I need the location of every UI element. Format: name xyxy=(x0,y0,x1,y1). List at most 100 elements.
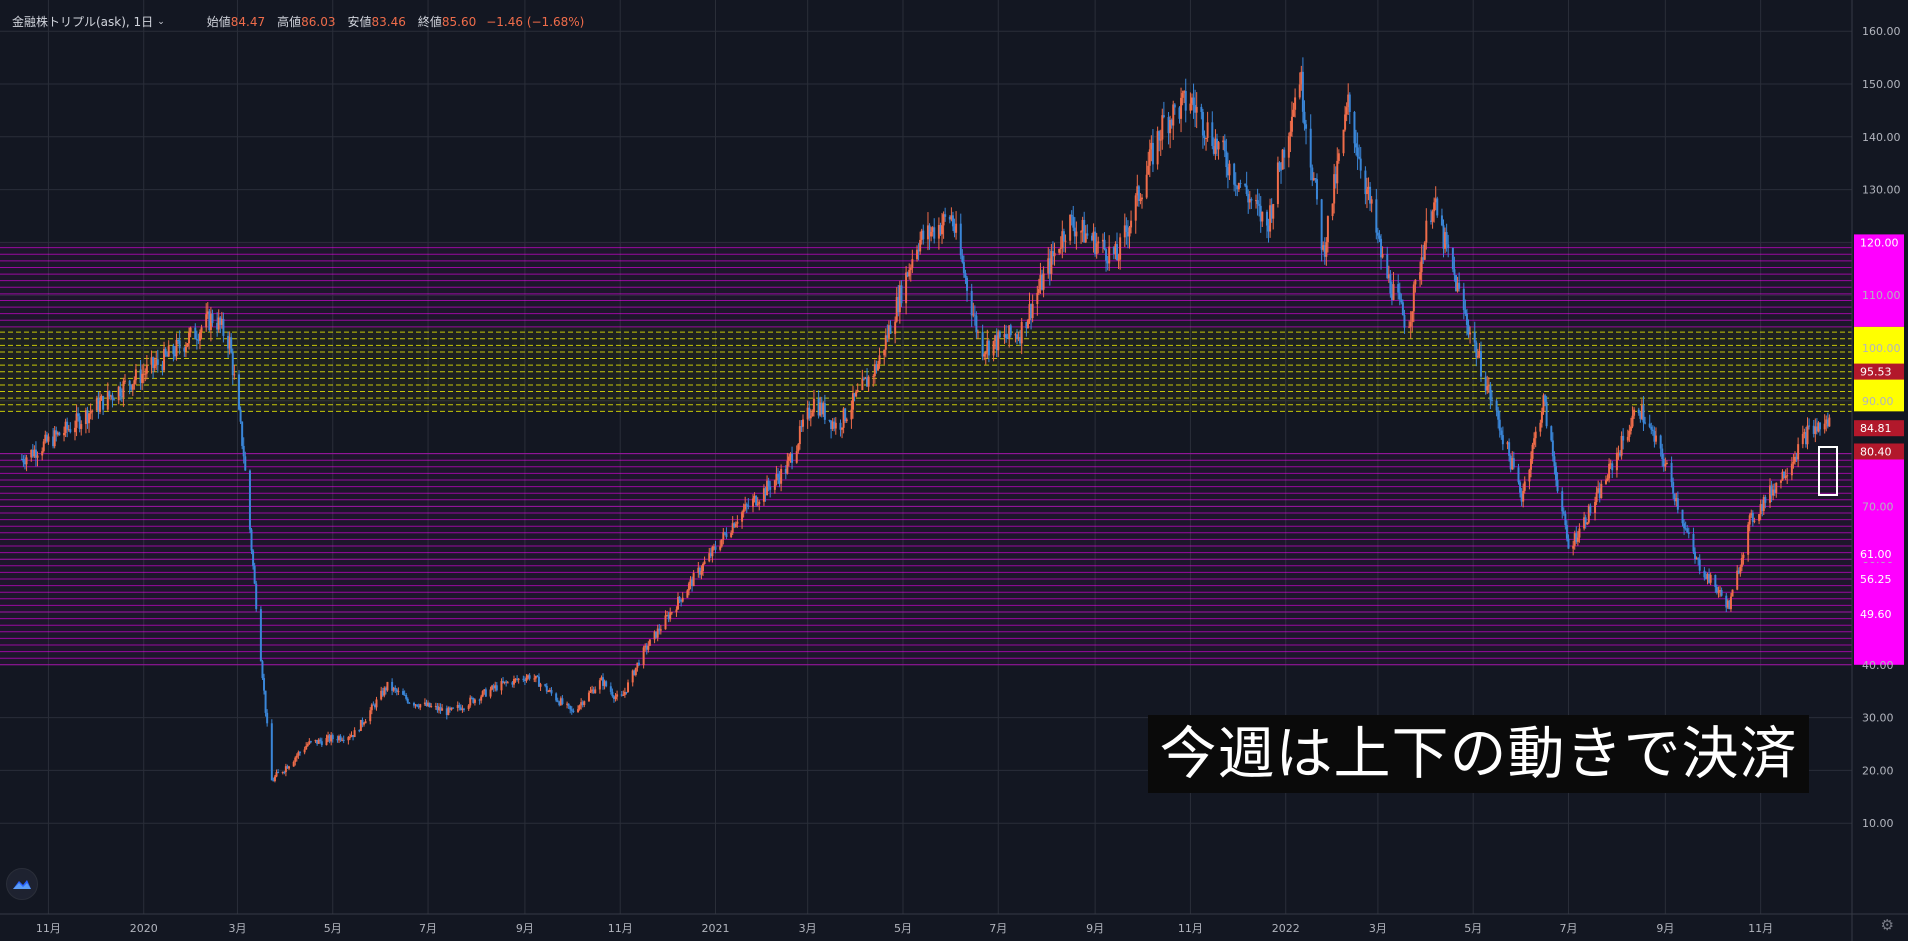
x-tick-label: 3月 xyxy=(1369,922,1387,935)
candle-body xyxy=(853,393,856,397)
gear-icon[interactable]: ⚙ xyxy=(1880,916,1894,934)
candle-body xyxy=(801,419,804,427)
candle-body xyxy=(577,709,580,712)
candle-body xyxy=(1070,214,1073,217)
candle-body xyxy=(391,681,394,691)
candle-body xyxy=(798,426,801,445)
candle-body xyxy=(64,421,67,433)
candle-body xyxy=(983,354,986,357)
candle-body xyxy=(1150,142,1153,150)
candle-body xyxy=(906,272,909,277)
candle-body xyxy=(747,505,750,507)
candle-body xyxy=(1170,119,1173,126)
symbol-label[interactable]: 金融株トリプル(ask), 1日 xyxy=(12,15,154,29)
candle-body xyxy=(916,249,919,260)
candle-body xyxy=(709,553,712,557)
candle-body xyxy=(616,694,619,697)
candle-body xyxy=(325,737,328,746)
candle-body xyxy=(1517,467,1520,483)
candle-body xyxy=(664,615,667,630)
candle-body xyxy=(1670,462,1673,483)
high-label: 高値 xyxy=(277,15,302,29)
candle-body xyxy=(686,590,689,598)
tradingview-logo-icon[interactable] xyxy=(6,868,38,900)
candle-body xyxy=(719,546,722,550)
candle-body xyxy=(369,710,372,722)
candle-body xyxy=(1736,570,1739,590)
candle-body xyxy=(1169,119,1172,134)
candle-body xyxy=(773,480,776,490)
candle-body xyxy=(1205,137,1208,139)
candle-body xyxy=(102,395,105,410)
candle-body xyxy=(1511,458,1514,470)
candle-body xyxy=(1389,274,1392,294)
candle-body xyxy=(1431,211,1434,222)
candle-body xyxy=(1484,376,1487,391)
chevron-down-icon[interactable]: ⌄ xyxy=(157,16,165,27)
candle-body xyxy=(647,645,650,650)
candle-body xyxy=(559,698,562,706)
candle-body xyxy=(30,449,33,458)
candle-body xyxy=(1419,272,1422,280)
candle-body xyxy=(708,553,711,562)
candle-body xyxy=(1653,431,1656,442)
candle-body xyxy=(175,339,178,357)
candle-body xyxy=(178,340,181,349)
candle-body xyxy=(1551,440,1554,457)
candle-body xyxy=(995,335,998,351)
candle-body xyxy=(1028,304,1031,321)
candle-body xyxy=(183,348,186,352)
candle-body xyxy=(677,596,680,610)
candle-body xyxy=(1058,248,1061,253)
candle-body xyxy=(723,532,726,534)
candle-body xyxy=(844,408,847,422)
candle-body xyxy=(80,424,83,429)
candle-body xyxy=(1108,246,1111,264)
candle-body xyxy=(820,402,823,415)
candle-body xyxy=(416,704,419,707)
candle-body xyxy=(97,398,100,412)
candle-body xyxy=(1245,185,1248,194)
candle-body xyxy=(572,710,575,712)
candle-body xyxy=(1770,485,1773,496)
candle-body xyxy=(264,690,267,713)
price-label: 56.25 xyxy=(1860,573,1892,586)
y-tick-label: 20.00 xyxy=(1862,764,1894,777)
price-label: 120.00 xyxy=(1860,236,1899,249)
candle-body xyxy=(139,369,142,383)
candle-body xyxy=(73,427,76,433)
x-tick-label: 9月 xyxy=(1086,922,1104,935)
candle-body xyxy=(603,681,606,686)
candle-body xyxy=(467,705,470,710)
candle-body xyxy=(720,539,723,547)
candle-body xyxy=(539,684,542,687)
candle-body xyxy=(1345,107,1348,115)
candle-body xyxy=(1473,332,1476,343)
candle-body xyxy=(1420,257,1423,273)
candle-body xyxy=(766,480,769,496)
y-tick-label: 110.00 xyxy=(1862,289,1901,302)
candle-body xyxy=(317,739,320,744)
candle-body xyxy=(1211,122,1214,146)
price-label: 95.53 xyxy=(1860,366,1892,379)
candle-body xyxy=(1258,204,1261,206)
candle-body xyxy=(370,704,373,711)
candle-body xyxy=(534,675,537,679)
candle-body xyxy=(1487,385,1490,387)
candle-body xyxy=(1753,520,1756,522)
candle-body xyxy=(1681,509,1684,524)
candle-body xyxy=(306,744,309,746)
candle-body xyxy=(1250,199,1253,201)
candle-body xyxy=(153,364,156,369)
candle-body xyxy=(984,352,987,355)
candle-body xyxy=(383,687,386,696)
candle-body xyxy=(209,313,212,331)
candle-body xyxy=(1544,395,1547,402)
candle-body xyxy=(1522,490,1525,502)
candle-body xyxy=(1698,559,1701,571)
candle-body xyxy=(1301,71,1304,112)
candle-body xyxy=(611,691,614,697)
candle-body xyxy=(1801,433,1804,445)
y-tick-label: 150.00 xyxy=(1862,78,1901,91)
